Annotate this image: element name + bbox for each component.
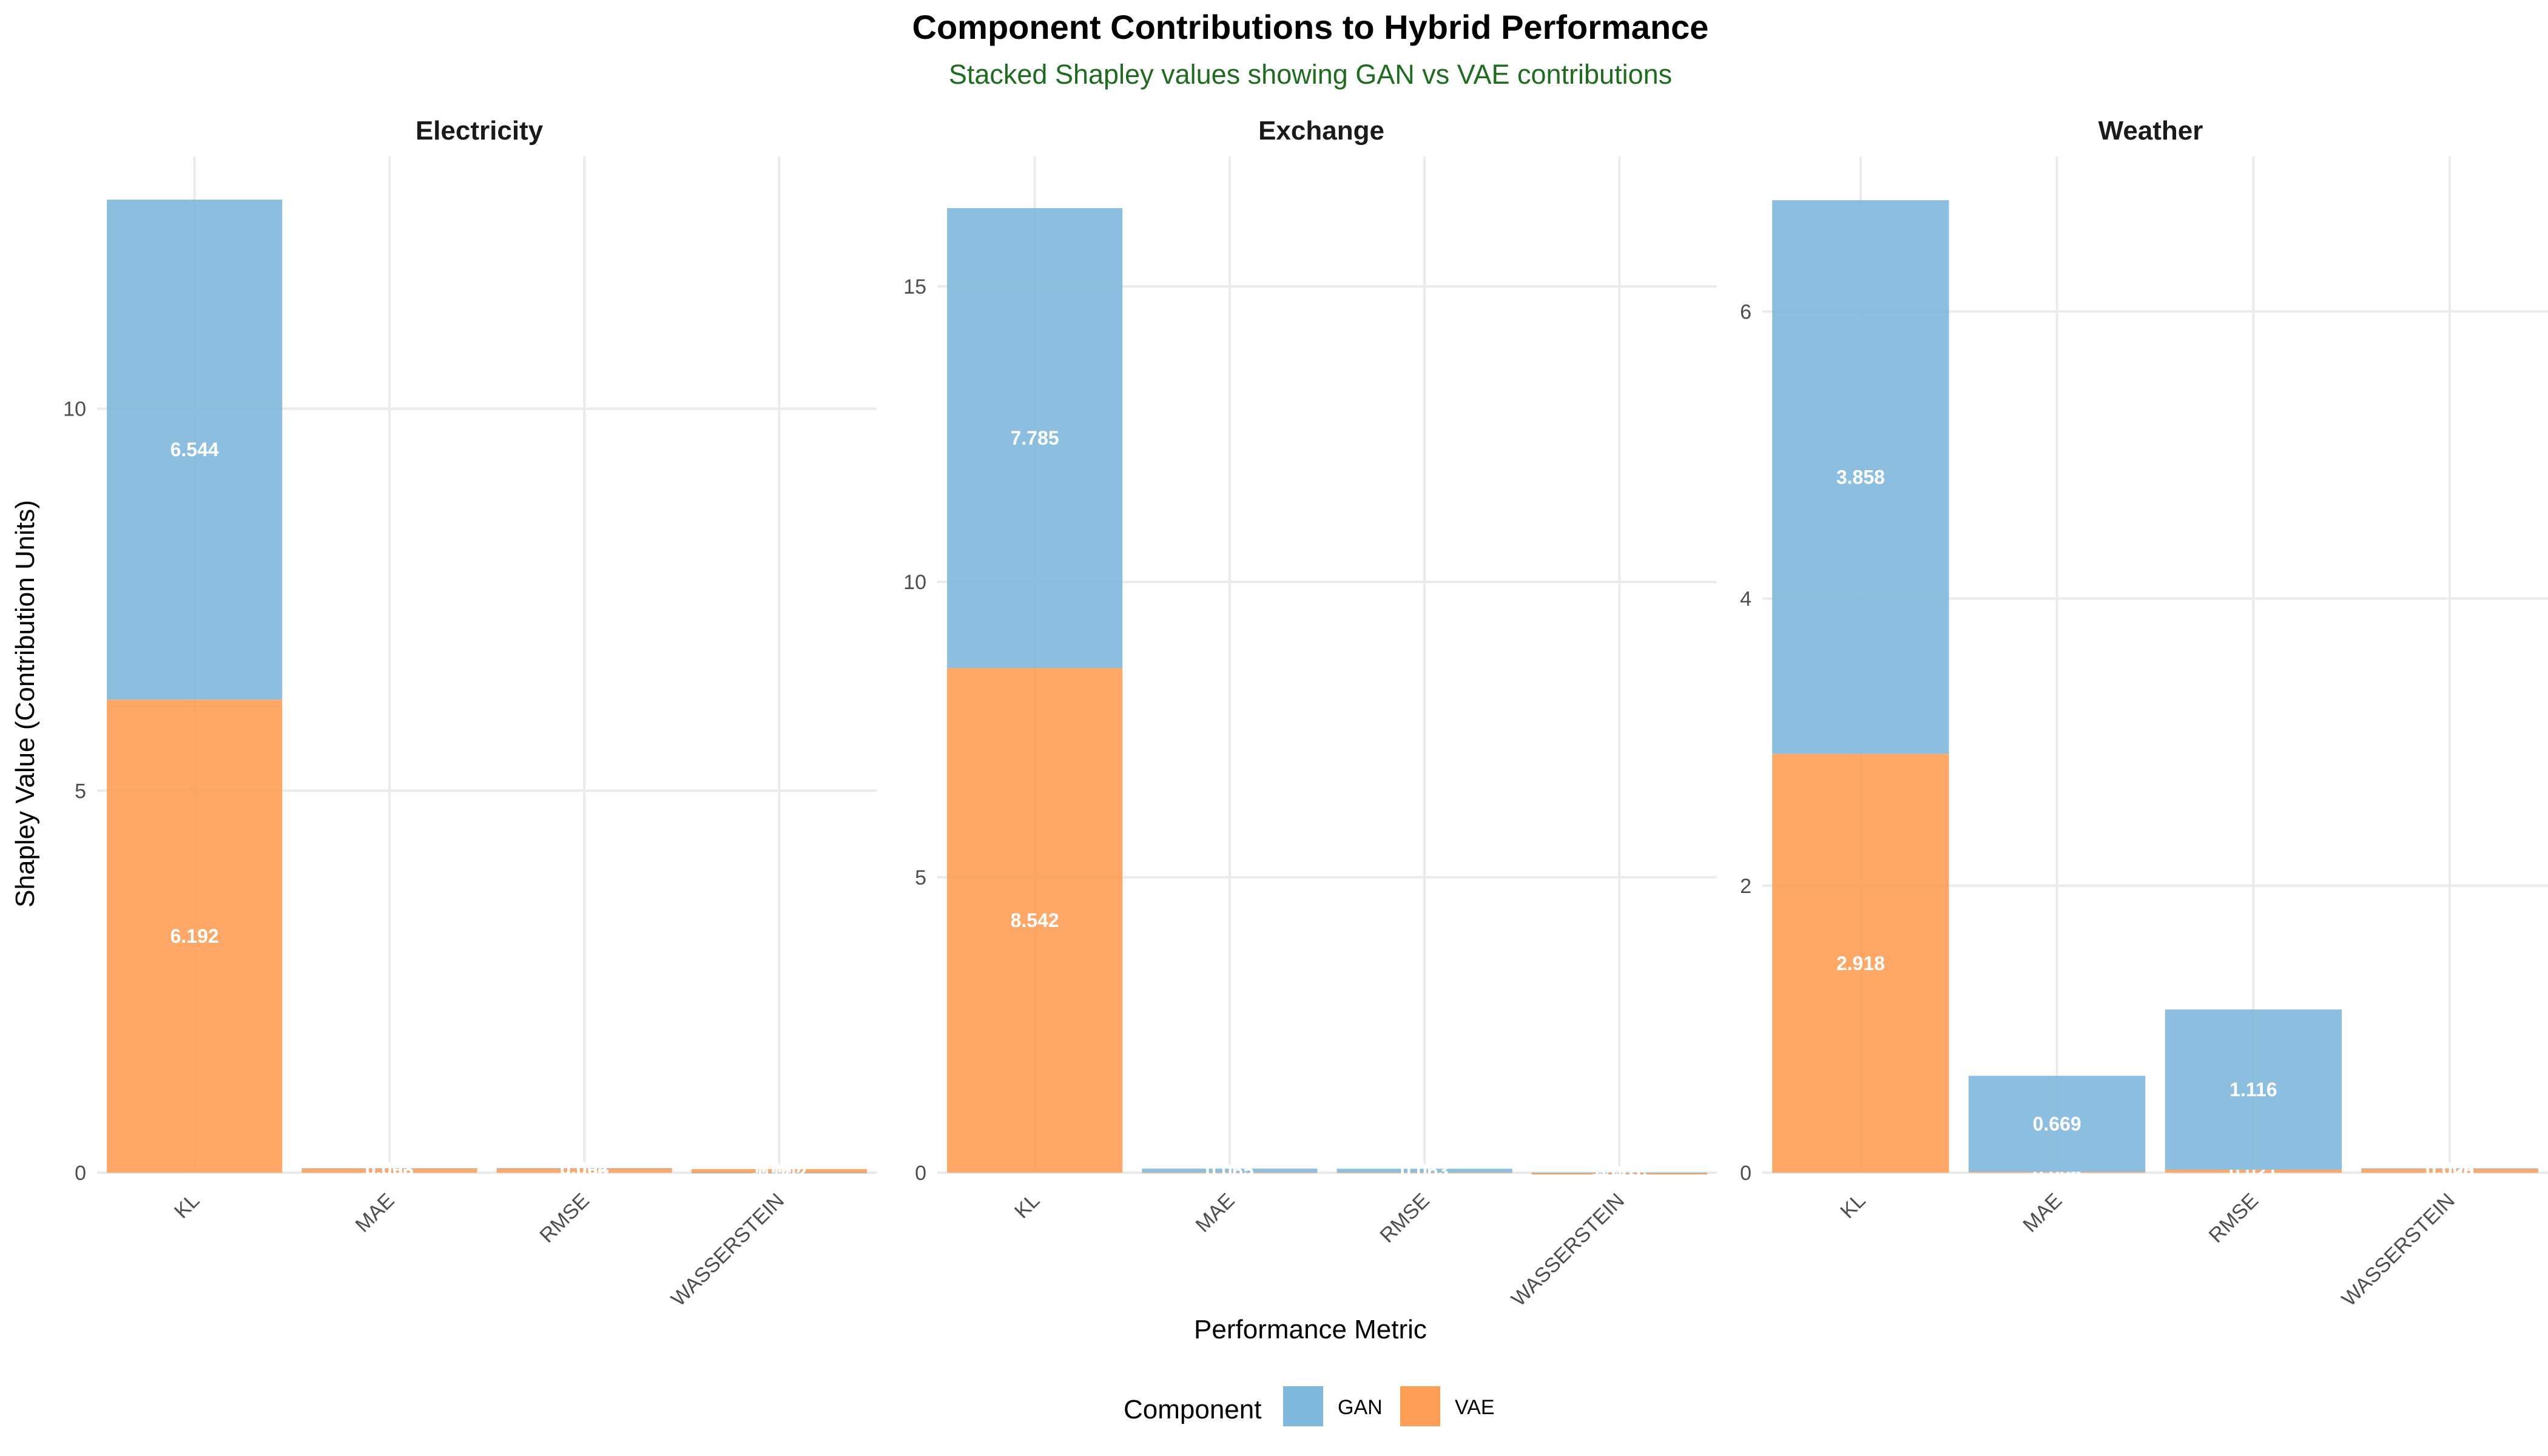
y-tick-label: 0 <box>915 1162 926 1185</box>
bar-electricity-rmse-vae <box>496 1168 672 1173</box>
y-tick-label: 4 <box>1740 588 1751 611</box>
bar-label-exchange-wasserstein-vae: -0.030 <box>1592 1162 1647 1184</box>
legend-label-gan: GAN <box>1338 1396 1383 1419</box>
bar-weather-rmse-vae <box>2165 1170 2342 1173</box>
bar-label-electricity-wasserstein-gan: -0.002 <box>752 1162 807 1184</box>
bar-exchange-kl-vae <box>947 668 1123 1173</box>
bar-label-exchange-mae-vae: 0.004 <box>1205 1162 1254 1184</box>
bar-exchange-mae-gan <box>1142 1168 1318 1173</box>
bar-exchange-wasserstein-vae <box>1531 1173 1707 1175</box>
bar-label-weather-wasserstein-vae: 0.026 <box>2425 1160 2474 1182</box>
bar-electricity-mae-vae <box>302 1168 477 1173</box>
bar-label-electricity-kl-gan: 6.544 <box>170 439 219 460</box>
bar-label-weather-kl-gan: 3.858 <box>1836 466 1885 488</box>
bar-weather-mae-gan <box>1968 1076 2146 1172</box>
bar-label-exchange-rmse-gan: 0.063 <box>1400 1160 1449 1182</box>
bar-weather-rmse-gan <box>2165 1009 2342 1170</box>
y-tick-label: 15 <box>903 275 926 298</box>
bar-weather-kl-gan <box>1772 200 1949 754</box>
legend-key-vae <box>1400 1386 1440 1426</box>
y-axis-title: Shapley Value (Contribution Units) <box>10 500 40 908</box>
bar-label-electricity-kl-vae: 6.192 <box>170 925 219 947</box>
y-tick-label: 2 <box>1740 875 1751 898</box>
y-tick-label: 10 <box>903 571 926 594</box>
bar-weather-mae-vae <box>1968 1171 2146 1173</box>
bar-label-exchange-kl-gan: 7.785 <box>1011 427 1059 449</box>
facet-title-exchange: Exchange <box>1258 116 1384 146</box>
x-axis-title: Performance Metric <box>1194 1315 1427 1344</box>
bar-label-weather-rmse-gan: 1.116 <box>2230 1079 2277 1100</box>
y-tick-label: 10 <box>63 398 86 421</box>
bar-label-electricity-mae-vae: 0.056 <box>365 1159 414 1181</box>
chart-title: Component Contributions to Hybrid Perfor… <box>912 8 1709 46</box>
bar-label-weather-wasserstein-gan: 0.005 <box>2425 1158 2474 1179</box>
bar-electricity-wasserstein-vae <box>691 1169 867 1173</box>
bar-electricity-kl-vae <box>107 699 283 1173</box>
legend-key-gan <box>1283 1386 1323 1426</box>
bar-exchange-kl-gan <box>947 208 1123 669</box>
bar-label-exchange-mae-gan: 0.065 <box>1205 1159 1254 1181</box>
y-tick-label: 6 <box>1740 301 1751 324</box>
y-tick-label: 5 <box>915 866 926 889</box>
y-tick-label: 0 <box>75 1162 86 1185</box>
facet-title-electricity: Electricity <box>416 116 544 146</box>
legend-label-vae: VAE <box>1455 1396 1495 1419</box>
bar-label-weather-mae-gan: 0.669 <box>2033 1113 2081 1134</box>
bar-label-electricity-rmse-gan: 0.004 <box>560 1158 608 1179</box>
bar-weather-wasserstein-vae <box>2361 1168 2538 1173</box>
bar-electricity-kl-gan <box>107 200 283 700</box>
bar-exchange-rmse-gan <box>1336 1168 1512 1173</box>
bar-weather-kl-vae <box>1772 753 1949 1173</box>
bar-electricity-mae-gan <box>302 1168 477 1169</box>
legend-title: Component <box>1124 1395 1261 1424</box>
bar-label-electricity-mae-gan: 0.003 <box>365 1158 414 1179</box>
bar-label-electricity-wasserstein-vae: 0.047 <box>755 1160 803 1182</box>
y-tick-label: 0 <box>1740 1162 1751 1185</box>
legend: Component GAN VAE <box>1124 1386 1495 1426</box>
facet-title-weather: Weather <box>2098 116 2203 146</box>
bar-weather-wasserstein-gan <box>2361 1168 2538 1169</box>
chart-subtitle: Stacked Shapley values showing GAN vs VA… <box>949 59 1672 90</box>
bar-label-electricity-rmse-vae: 0.056 <box>560 1159 608 1181</box>
bar-label-weather-kl-vae: 2.918 <box>1836 952 1885 974</box>
bar-label-exchange-rmse-vae: 0.004 <box>1400 1162 1449 1184</box>
bar-label-exchange-wasserstein-gan: 0.001 <box>1595 1162 1643 1184</box>
bar-label-exchange-kl-vae: 8.542 <box>1011 909 1059 931</box>
y-tick-label: 5 <box>75 780 86 803</box>
